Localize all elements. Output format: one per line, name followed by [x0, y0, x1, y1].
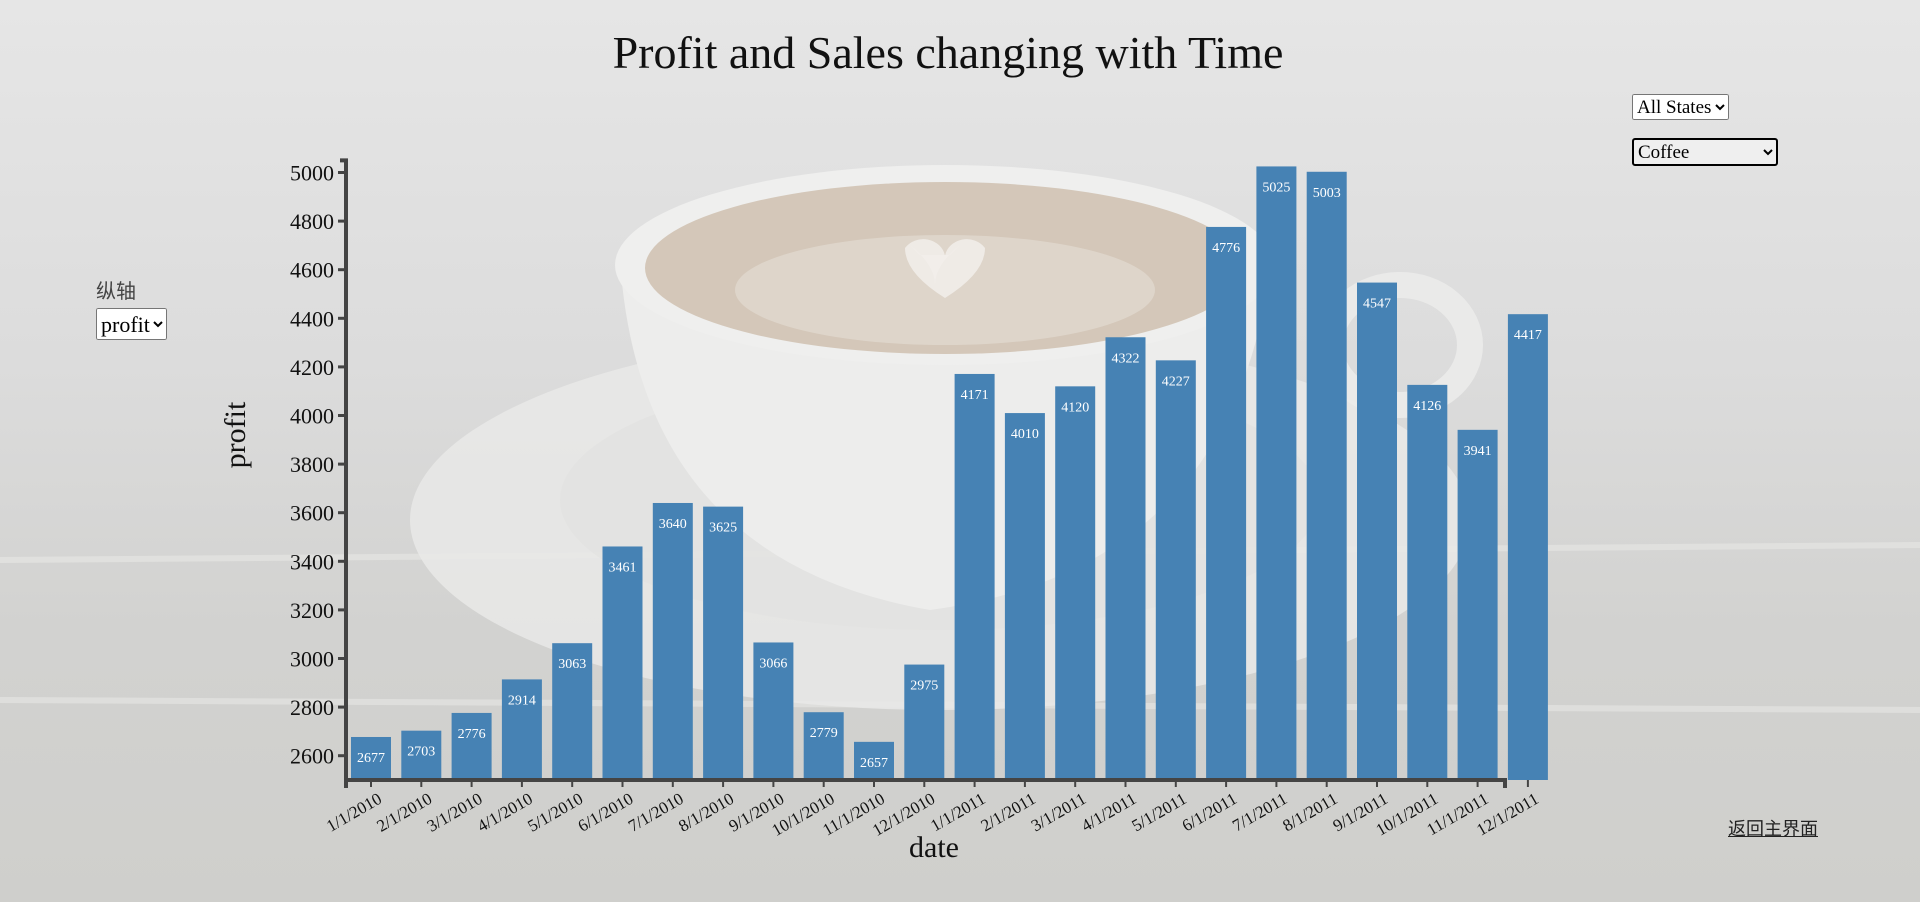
- bar-value-label: 4776: [1212, 241, 1240, 256]
- bar-12/1/2010: [904, 664, 945, 780]
- bar-value-label: 2657: [860, 756, 888, 771]
- y-tick-label: 2800: [290, 695, 334, 720]
- bar-3/1/2011: [1055, 386, 1096, 780]
- x-axis-line: [344, 778, 1507, 788]
- page-title: Profit and Sales changing with Time: [612, 27, 1284, 78]
- bar-7/1/2011: [1256, 166, 1297, 781]
- state-filter-select[interactable]: All States: [1632, 94, 1729, 120]
- bar-2/1/2010: [401, 730, 442, 780]
- y-tick-label: 3200: [290, 598, 334, 623]
- bar-4/1/2010: [501, 679, 542, 780]
- bar-6/1/2011: [1206, 226, 1247, 780]
- y-tick-label: 3800: [290, 452, 334, 477]
- back-to-main-link[interactable]: 返回主界面: [1728, 819, 1818, 840]
- y-tick-label: 3000: [290, 647, 334, 672]
- bar-11/1/2011: [1457, 429, 1498, 780]
- bar-12/1/2011: [1507, 314, 1548, 780]
- y-tick-label: 4000: [290, 404, 334, 429]
- x-tick-label: 5/1/2011: [1128, 789, 1189, 835]
- x-tick-label: 2/1/2010: [373, 789, 435, 836]
- x-tick-label: 2/1/2011: [978, 789, 1039, 835]
- bar-8/1/2010: [703, 506, 744, 780]
- bar-5/1/2011: [1155, 360, 1196, 780]
- bar-value-label: 4322: [1112, 351, 1140, 366]
- bar-10/1/2010: [803, 712, 844, 780]
- bar-5/1/2010: [552, 643, 593, 780]
- bar-6/1/2010: [602, 546, 643, 780]
- y-tick-label: 3400: [290, 549, 334, 574]
- bar-1/1/2011: [954, 373, 995, 780]
- bar-value-label: 2677: [357, 751, 385, 766]
- bar-2/1/2011: [1004, 413, 1045, 780]
- y-tick-label: 2600: [290, 744, 334, 769]
- x-tick-label: 7/1/2010: [625, 789, 687, 836]
- bar-value-label: 3066: [759, 656, 787, 671]
- y-axis-control-label: 纵轴: [96, 279, 136, 303]
- bar-11/1/2010: [854, 741, 894, 780]
- x-tick-label: 3/1/2011: [1028, 789, 1089, 835]
- x-tick-label: 8/1/2010: [675, 789, 737, 836]
- bar-10/1/2011: [1407, 384, 1448, 780]
- bar-labels-group: 2677 2703 2776 2914 3063 3461 3640 3625 3066 2779…: [357, 180, 1542, 770]
- y-axis-line: [340, 158, 348, 780]
- bar-value-label: 4227: [1162, 374, 1190, 389]
- x-tick-label: 7/1/2011: [1229, 789, 1290, 835]
- bar-9/1/2010: [753, 642, 794, 780]
- bar-8/1/2011: [1306, 171, 1347, 780]
- bar-value-label: 4120: [1061, 400, 1089, 415]
- bar-value-label: 4547: [1363, 297, 1391, 312]
- bar-value-label: 3941: [1464, 444, 1492, 459]
- x-tick-label: 8/1/2011: [1279, 789, 1340, 835]
- bar-value-label: 2914: [508, 693, 536, 708]
- bar-value-label: 4171: [961, 388, 989, 403]
- bar-value-label: 5003: [1313, 186, 1341, 201]
- y-tick-label: 4200: [290, 355, 334, 380]
- y-tick-label: 4600: [290, 258, 334, 283]
- x-tick-label: 6/1/2011: [1179, 789, 1240, 835]
- y-axis-label: profit: [219, 401, 252, 468]
- bar-value-label: 2975: [910, 679, 938, 694]
- x-tick-label: 1/1/2010: [323, 789, 385, 836]
- bar-value-label: 2779: [810, 726, 838, 741]
- x-tick-label: 5/1/2010: [524, 789, 586, 836]
- y-tick-label: 4800: [290, 209, 334, 234]
- bar-4/1/2011: [1105, 337, 1146, 780]
- bar-value-label: 4010: [1011, 427, 1039, 442]
- bar-value-label: 4126: [1413, 399, 1441, 414]
- y-tick-label: 3600: [290, 501, 334, 526]
- x-tick-label: 3/1/2010: [424, 789, 486, 836]
- bar-value-label: 3640: [659, 517, 687, 532]
- bar-value-label: 5025: [1262, 180, 1290, 195]
- bar-value-label: 2703: [407, 745, 435, 760]
- y-tick-label: 4400: [290, 306, 334, 331]
- y-tick-label: 5000: [290, 161, 334, 186]
- bar-1/1/2010: [351, 736, 391, 780]
- x-tick-label: 6/1/2010: [575, 789, 637, 836]
- y-axis: 2600 2800 3000 3200 3400 3600 3800 4000 4200 4400…: [290, 158, 348, 780]
- product-filter-select[interactable]: Coffee: [1632, 138, 1778, 166]
- bar-9/1/2011: [1357, 282, 1397, 780]
- x-axis-label: date: [909, 831, 959, 864]
- bar-3/1/2010: [451, 712, 492, 780]
- y-axis-metric-select[interactable]: profit: [96, 308, 167, 340]
- bar-value-label: 3063: [558, 657, 586, 672]
- x-tick-label: 4/1/2010: [474, 789, 536, 836]
- bars-group: [351, 166, 1548, 781]
- bar-value-label: 3461: [609, 560, 637, 575]
- bar-value-label: 2776: [458, 727, 486, 742]
- bar-7/1/2010: [652, 502, 693, 780]
- x-tick-label: 4/1/2011: [1078, 789, 1139, 835]
- bar-value-label: 3625: [709, 521, 737, 536]
- x-tick-label: 1/1/2011: [927, 789, 988, 835]
- bar-value-label: 4417: [1514, 328, 1542, 343]
